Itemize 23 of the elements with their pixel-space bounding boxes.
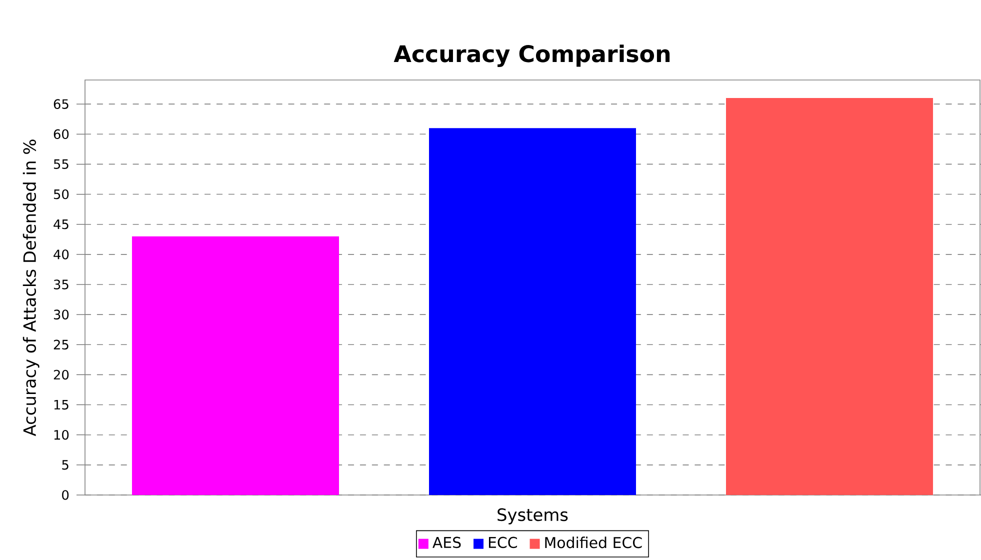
- legend-label: ECC: [488, 536, 518, 548]
- y-tick-label: 55: [54, 159, 68, 170]
- y-tick-label: 25: [54, 340, 68, 350]
- bar: [726, 98, 934, 495]
- y-tick-label: 10: [54, 430, 69, 440]
- y-tick-label: 45: [54, 220, 68, 230]
- chart-title: Accuracy Comparison: [394, 44, 670, 67]
- y-tick-label: 50: [54, 189, 69, 200]
- y-tick-label: 20: [54, 370, 69, 380]
- legend-label: Modified ECC: [545, 536, 642, 548]
- y-tick-label: 60: [54, 129, 69, 140]
- y-tick-label: 40: [54, 250, 69, 260]
- legend-label: AES: [432, 536, 461, 548]
- x-axis-title: Systems: [498, 508, 568, 524]
- y-tick-label: 30: [54, 310, 69, 320]
- y-tick-label: 35: [54, 280, 68, 290]
- bar: [429, 128, 636, 495]
- y-tick-label: 15: [54, 400, 68, 410]
- y-tick-label: 0: [62, 490, 69, 500]
- y-axis-title: Accuracy of Attacks Defended in %: [22, 140, 40, 436]
- bar: [132, 236, 339, 495]
- y-tick-label: 65: [54, 99, 68, 109]
- y-tick-label: 5: [62, 460, 68, 470]
